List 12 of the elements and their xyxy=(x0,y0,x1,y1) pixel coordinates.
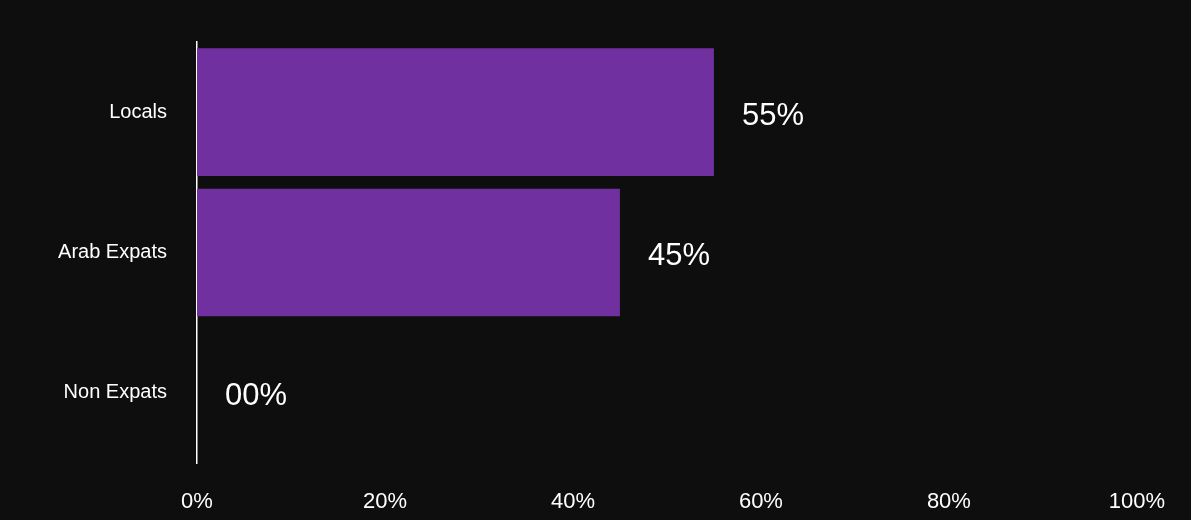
data-label: 00% xyxy=(225,377,288,413)
x-tick-label: 60% xyxy=(738,488,783,514)
x-tick-label: 20% xyxy=(362,488,407,514)
y-tick-label: Non Expats xyxy=(63,380,167,403)
x-tick-label: 80% xyxy=(926,488,971,514)
x-tick-label: 100% xyxy=(1108,488,1166,514)
y-tick-label: Arab Expats xyxy=(58,240,167,263)
x-tick-label: 40% xyxy=(550,488,595,514)
data-label: 55% xyxy=(741,96,804,132)
x-tick-label: 0% xyxy=(181,488,213,514)
y-tick-label: Locals xyxy=(109,99,167,122)
data-label: 45% xyxy=(647,237,710,273)
